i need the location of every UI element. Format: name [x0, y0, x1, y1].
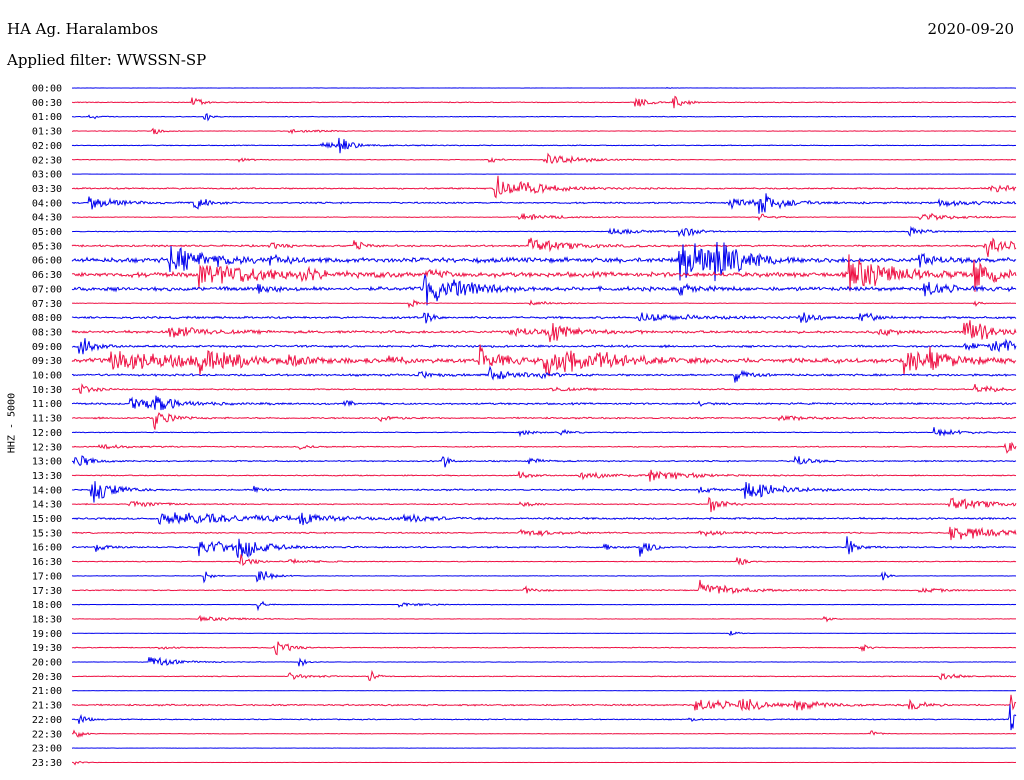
row-label-0700: 07:00: [32, 284, 62, 295]
trace-0130: [72, 127, 1017, 135]
row-label-0500: 05:00: [32, 227, 62, 238]
trace-1430: [71, 496, 1017, 513]
row-label-1200: 12:00: [32, 428, 62, 439]
row-label-0030: 00:30: [32, 98, 62, 109]
row-label-1430: 14:30: [32, 500, 62, 511]
row-label-1830: 18:30: [32, 614, 62, 625]
row-label-0430: 04:30: [32, 213, 62, 224]
trace-0430: [71, 212, 1017, 222]
row-label-1500: 15:00: [32, 514, 62, 525]
row-label-1100: 11:00: [32, 399, 62, 410]
row-label-0530: 05:30: [32, 241, 62, 252]
trace-1900: [71, 630, 1017, 637]
trace-2200: [71, 704, 1017, 731]
row-label-2000: 20:00: [32, 658, 62, 669]
row-label-0330: 03:30: [32, 184, 62, 195]
row-label-2300: 23:00: [32, 744, 62, 755]
date-label: 2020-09-20: [927, 20, 1014, 38]
trace-2000: [71, 656, 1017, 667]
trace-0230: [71, 152, 1017, 165]
row-label-2200: 22:00: [32, 715, 62, 726]
row-label-0200: 02:00: [32, 141, 62, 152]
trace-1530: [71, 526, 1017, 541]
trace-1300: [71, 455, 1017, 468]
row-label-1130: 11:30: [32, 414, 62, 425]
row-label-1030: 10:30: [32, 385, 62, 396]
row-label-1530: 15:30: [32, 528, 62, 539]
row-label-0400: 04:00: [32, 198, 62, 209]
trace-0100: [71, 113, 1017, 122]
row-label-0300: 03:00: [32, 170, 62, 181]
row-label-2130: 21:30: [32, 701, 62, 712]
trace-1600: [71, 536, 1017, 558]
trace-1230: [71, 441, 1017, 454]
row-label-0000: 00:00: [32, 84, 62, 95]
trace-0830: [71, 320, 1017, 343]
trace-1630: [71, 554, 1017, 567]
trace-0730: [71, 299, 1017, 309]
trace-0930: [71, 344, 1017, 377]
trace-0400: [71, 193, 1017, 214]
row-label-1330: 13:30: [32, 471, 62, 482]
trace-0500: [71, 225, 1017, 238]
trace-2130: [71, 694, 1017, 712]
trace-1030: [71, 383, 1017, 394]
row-label-1230: 12:30: [32, 442, 62, 453]
trace-1330: [71, 469, 1017, 482]
row-label-1300: 13:00: [32, 457, 62, 468]
trace-0900: [71, 338, 1017, 355]
row-label-1900: 19:00: [32, 629, 62, 640]
trace-0630: [71, 254, 1017, 292]
trace-0330: [71, 175, 1017, 199]
trace-1130: [71, 412, 1017, 430]
trace-0200: [71, 137, 1017, 154]
filter-label: Applied filter: WWSSN-SP: [7, 51, 207, 69]
row-label-0600: 06:00: [32, 256, 62, 267]
trace-1830: [71, 614, 1017, 623]
row-label-0900: 09:00: [32, 342, 62, 353]
trace-1730: [71, 579, 1017, 595]
trace-2330: [71, 760, 1017, 766]
trace-1700: [71, 570, 1017, 584]
row-label-0800: 08:00: [32, 313, 62, 324]
row-label-0930: 09:30: [32, 356, 62, 367]
station-title: HA Ag. Haralambos: [7, 20, 159, 38]
row-label-1600: 16:00: [32, 543, 62, 554]
trace-1800: [71, 600, 1017, 612]
row-label-1800: 18:00: [32, 600, 62, 611]
row-label-2230: 22:30: [32, 729, 62, 740]
trace-2230: [71, 729, 1017, 738]
trace-1000: [71, 365, 1017, 383]
row-label-0830: 08:30: [32, 327, 62, 338]
row-label-2330: 23:30: [32, 758, 62, 769]
trace-1500: [71, 512, 1017, 526]
trace-2030: [71, 669, 1017, 682]
trace-0530: [71, 237, 1017, 258]
row-label-2030: 20:30: [32, 672, 62, 683]
trace-0800: [71, 312, 1017, 324]
trace-0030: [71, 95, 1017, 109]
row-label-0730: 07:30: [32, 299, 62, 310]
row-label-0230: 02:30: [32, 155, 62, 166]
row-label-1400: 14:00: [32, 485, 62, 496]
trace-0000: [71, 86, 1017, 89]
row-label-2100: 21:00: [32, 686, 62, 697]
trace-0700: [71, 274, 1017, 306]
row-label-1700: 17:00: [32, 571, 62, 582]
row-label-1000: 10:00: [32, 371, 62, 382]
row-label-0100: 01:00: [32, 112, 62, 123]
trace-1930: [71, 641, 1017, 656]
row-label-0630: 06:30: [32, 270, 62, 281]
row-label-1730: 17:30: [32, 586, 62, 597]
row-labels: 00:00 00:30 01:00 01:30 02:00 02:30 03:00 03:30…: [32, 84, 62, 769]
seismic-traces: [71, 86, 1017, 766]
row-label-0130: 01:30: [32, 127, 62, 138]
row-label-1630: 16:30: [32, 557, 62, 568]
trace-1400: [71, 481, 1017, 503]
trace-1100: [71, 395, 1017, 411]
row-label-1930: 19:30: [32, 643, 62, 654]
trace-1200: [71, 427, 1017, 438]
